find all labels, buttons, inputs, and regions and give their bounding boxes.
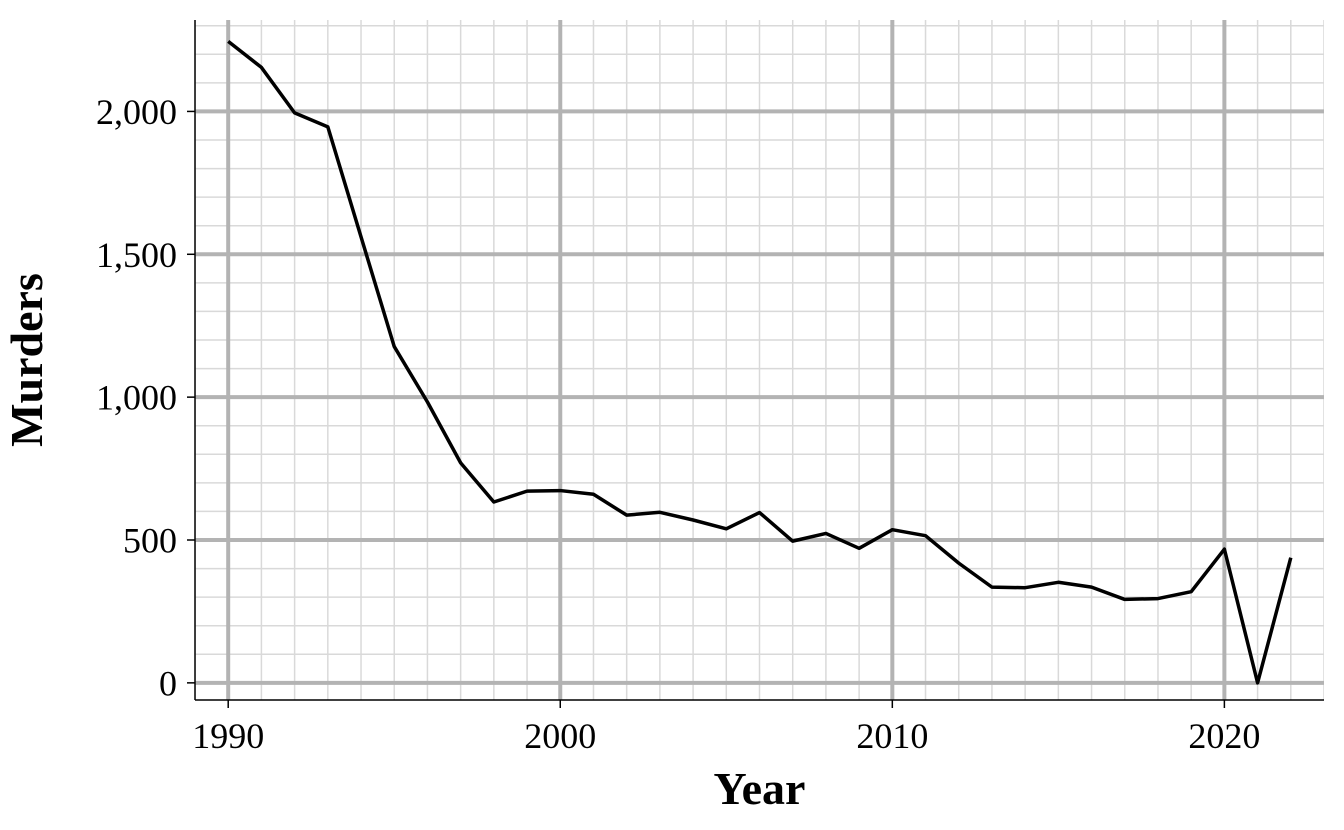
y-tick-label: 2,000 [96, 92, 177, 132]
y-tick-label: 1,500 [96, 235, 177, 275]
line-chart: 1990 2000 2010 2020 0 500 1,000 1,500 2,000 Year M… [0, 0, 1344, 830]
x-axis-title: Year [714, 763, 806, 814]
y-tick-label: 1,000 [96, 378, 177, 418]
x-tick-label: 2000 [524, 716, 596, 756]
x-tick-label: 1990 [192, 716, 264, 756]
y-axis-title: Murders [1, 273, 52, 447]
x-tick-label: 2020 [1188, 716, 1260, 756]
chart-svg: 1990 2000 2010 2020 0 500 1,000 1,500 2,000 Year M… [0, 0, 1344, 830]
x-tick-label: 2010 [856, 716, 928, 756]
y-tick-label: 0 [159, 663, 177, 703]
y-tick-label: 500 [123, 521, 177, 561]
